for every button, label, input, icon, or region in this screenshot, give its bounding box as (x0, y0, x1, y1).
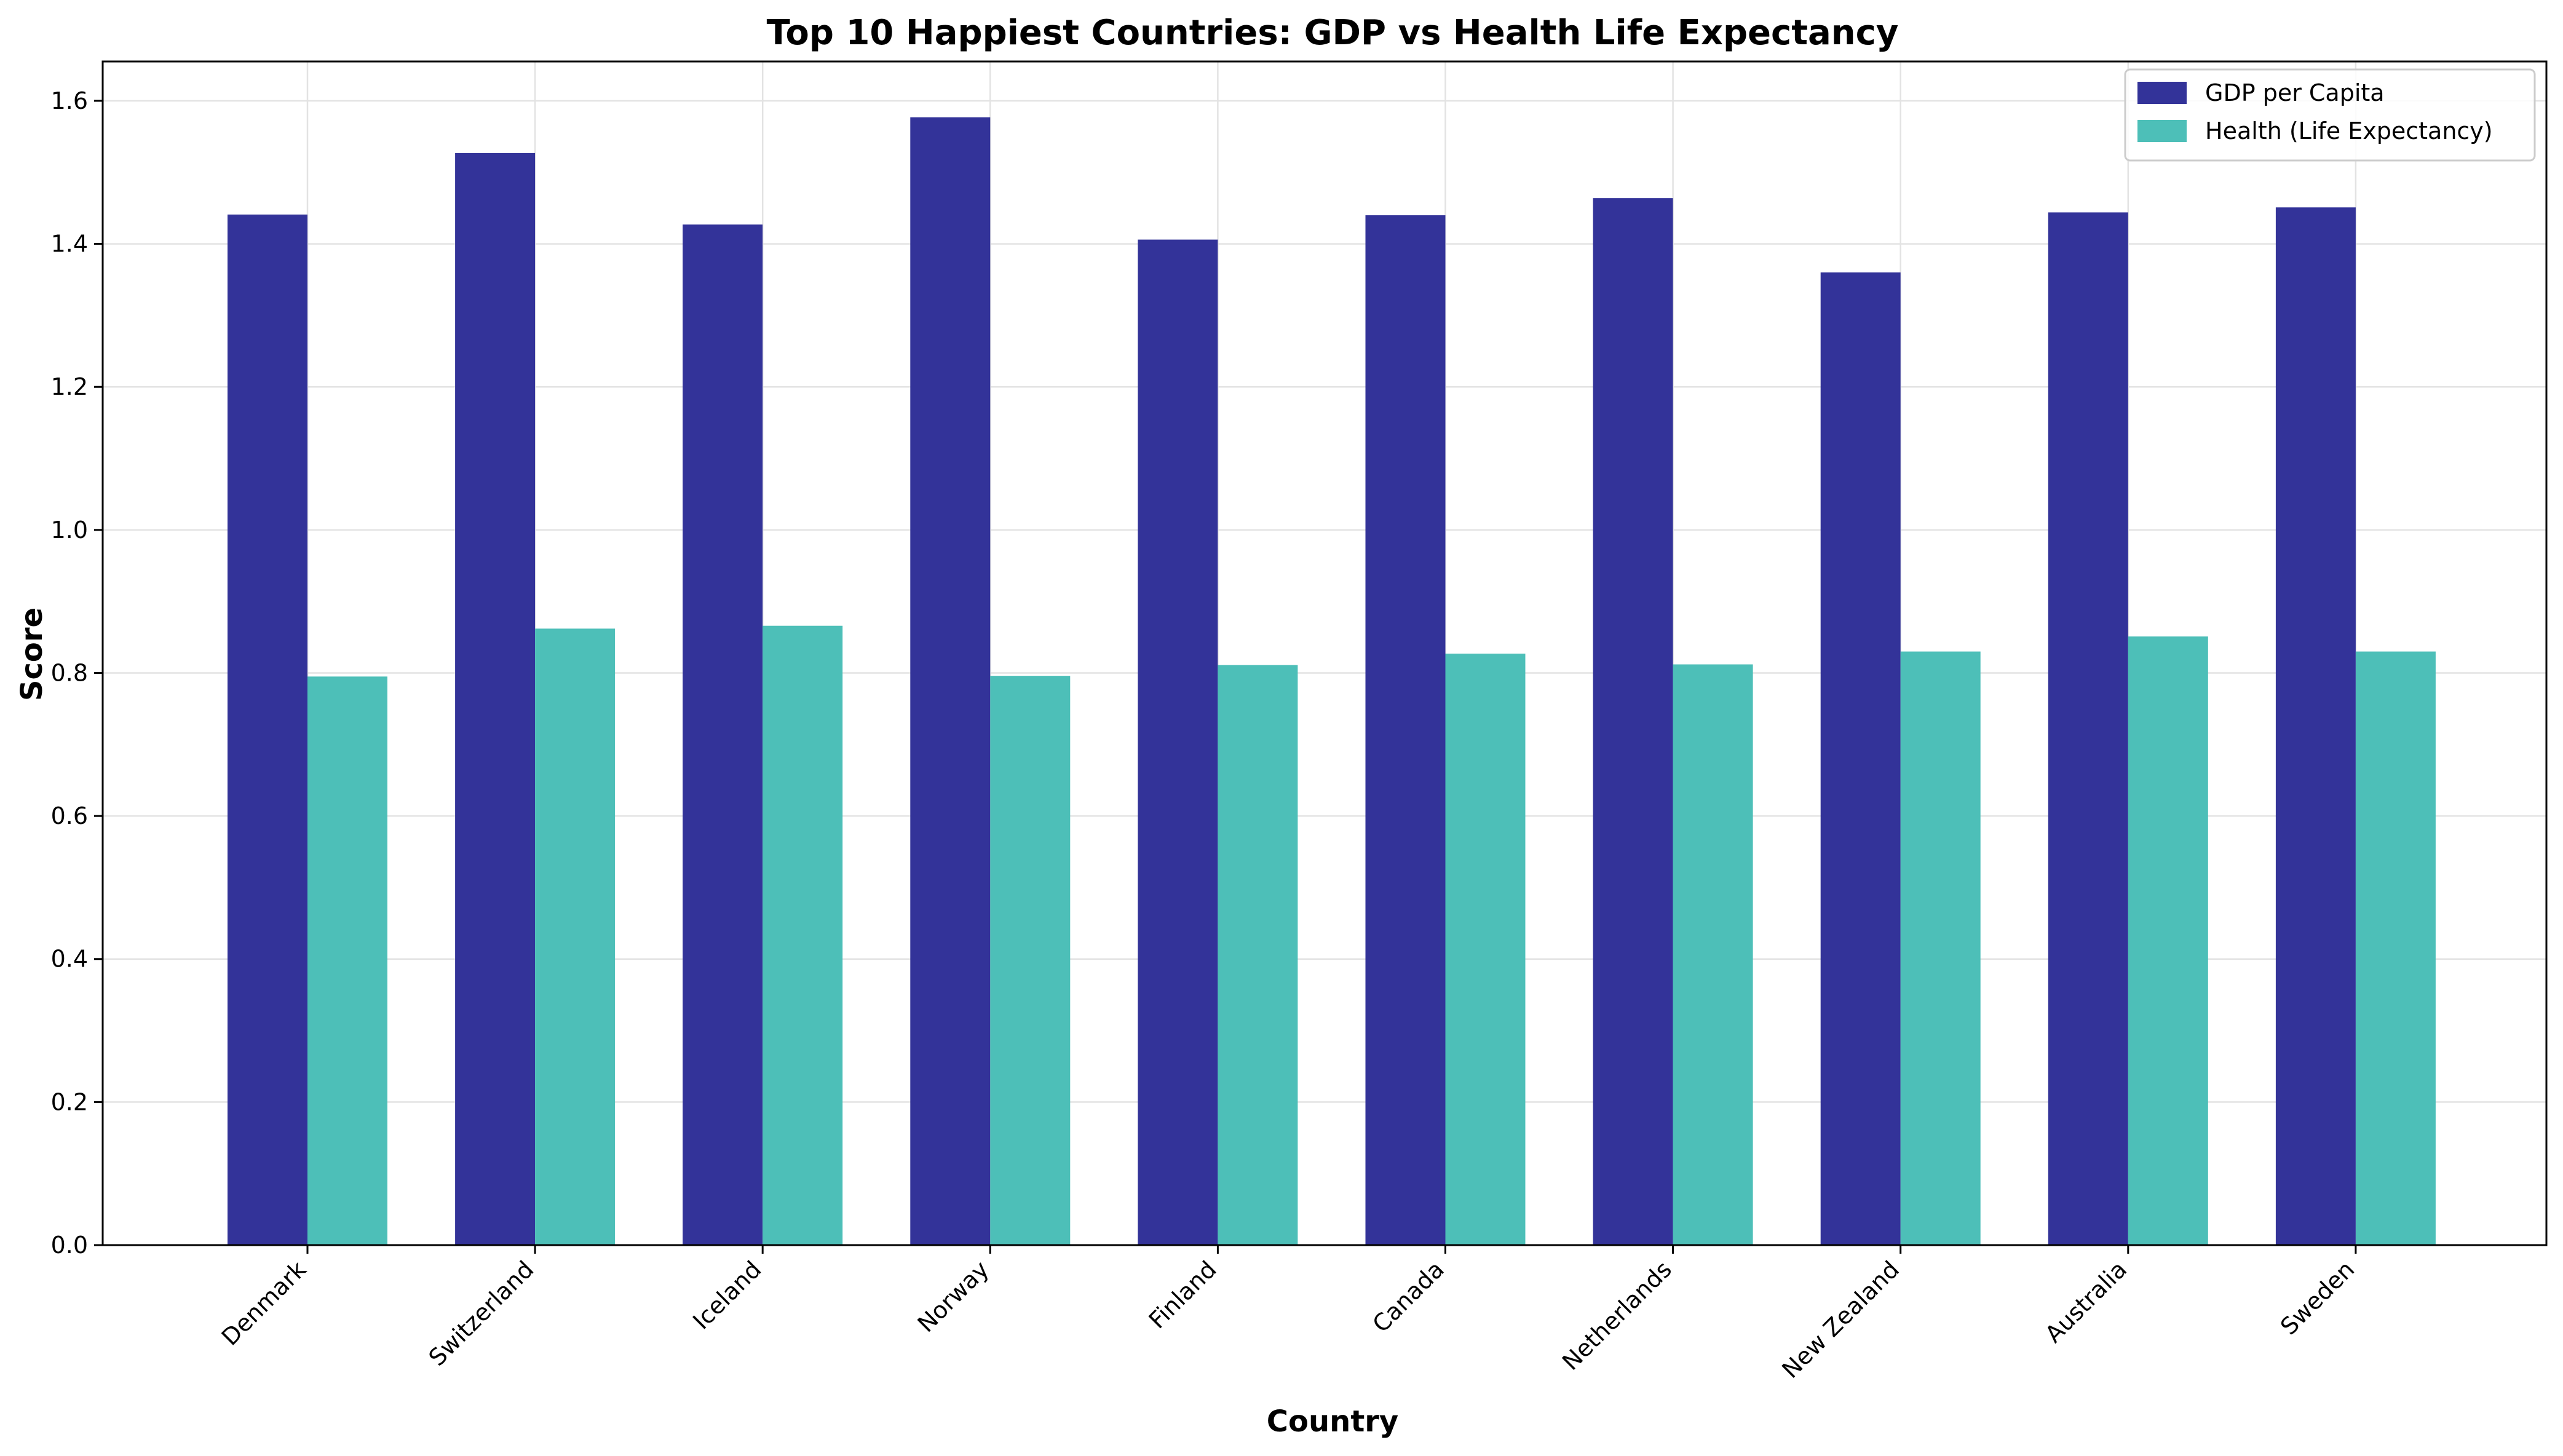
bar-health (1673, 664, 1753, 1245)
legend-label: GDP per Capita (2205, 79, 2385, 106)
bar-gdp (455, 152, 536, 1245)
y-tick-label: 0.0 (51, 1232, 88, 1259)
y-tick-label: 0.2 (51, 1088, 88, 1115)
bar-health (990, 676, 1071, 1245)
bar-health (2128, 636, 2208, 1245)
legend-label: Health (Life Expectancy) (2205, 117, 2493, 144)
bar-health (2355, 651, 2436, 1245)
y-tick-label: 1.0 (51, 516, 88, 544)
bar-gdp (1820, 272, 1901, 1245)
y-tick-label: 1.2 (51, 373, 88, 400)
bars (228, 117, 2436, 1246)
y-tick-label: 1.4 (51, 231, 88, 258)
y-tick-label: 0.6 (51, 802, 88, 829)
plot-frame (101, 60, 2548, 1246)
legend-box (2124, 68, 2536, 162)
y-axis-label: Score (15, 607, 49, 701)
bar-health (1218, 665, 1298, 1245)
bar-health (535, 628, 616, 1245)
y-tick-label: 0.8 (51, 659, 88, 686)
chart-title: Top 10 Happiest Countries: GDP vs Health… (767, 13, 1899, 53)
legend: GDP per Capita Health (Life Expectancy) (2124, 68, 2536, 162)
bar-gdp (2048, 212, 2128, 1245)
bar-gdp (2275, 207, 2356, 1245)
bar-health (1900, 651, 1981, 1245)
bar-health (763, 625, 843, 1245)
x-axis-label: Country (1267, 1404, 1398, 1439)
bar-gdp (228, 214, 307, 1246)
bar-gdp (1138, 239, 1218, 1246)
bar-health (1445, 654, 1526, 1245)
legend-swatch (2137, 120, 2187, 142)
bar-health (307, 676, 387, 1245)
bar-gdp (1365, 215, 1446, 1245)
legend-swatch (2137, 82, 2187, 104)
bar-gdp (1593, 198, 1673, 1245)
bar-gdp (910, 117, 991, 1245)
y-tick-label: 1.6 (51, 87, 88, 114)
y-tick-label: 0.4 (51, 946, 88, 973)
bar-gdp (683, 224, 763, 1245)
